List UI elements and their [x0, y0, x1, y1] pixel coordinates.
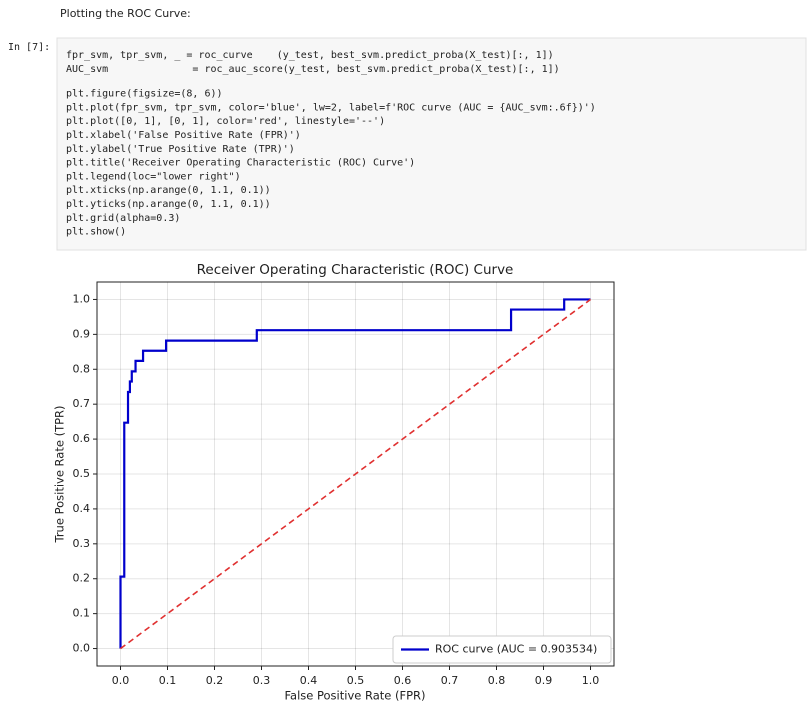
code-line: plt.xticks(np.arange(0, 1.1, 0.1)) [66, 185, 271, 196]
x-tick-label: 0.2 [206, 674, 224, 687]
code-line: fpr_svm, tpr_svm, _ = roc_curve (y_test,… [66, 50, 554, 61]
y-tick-label: 0.9 [73, 327, 91, 340]
x-tick-label: 1.0 [582, 674, 600, 687]
y-tick-label: 0.3 [73, 537, 91, 550]
x-axis-label: False Positive Rate (FPR) [284, 689, 425, 703]
code-line: plt.xlabel('False Positive Rate (FPR)') [66, 130, 301, 141]
y-tick-label: 0.4 [73, 502, 91, 515]
y-tick-label: 0.6 [73, 432, 91, 445]
code-line: AUC_svm = roc_auc_score(y_test, best_svm… [66, 64, 560, 75]
y-tick-label: 1.0 [73, 292, 91, 305]
code-line: plt.grid(alpha=0.3) [66, 213, 180, 224]
markdown-text: Plotting the ROC Curve: [60, 7, 191, 20]
y-axis-label: True Positive Rate (TPR) [53, 405, 67, 543]
legend-label: ROC curve (AUC = 0.903534) [435, 643, 597, 656]
code-line: plt.plot([0, 1], [0, 1], color='red', li… [66, 116, 385, 127]
code-line: plt.show() [66, 227, 126, 238]
code-line: plt.legend(loc="lower right") [66, 171, 241, 182]
series-line [119, 298, 591, 649]
y-tick-label: 0.8 [73, 362, 91, 375]
x-tick-label: 0.9 [535, 674, 553, 687]
series-line [120, 298, 591, 650]
y-tick-label: 0.1 [73, 607, 91, 620]
x-tick-label: 0.7 [441, 674, 459, 687]
code-line: plt.title('Receiver Operating Characteri… [66, 158, 415, 169]
y-tick-label: 0.2 [73, 572, 91, 585]
code-line: plt.figure(figsize=(8, 6)) [66, 89, 223, 100]
x-tick-label: 0.4 [300, 674, 318, 687]
code-line: plt.plot(fpr_svm, tpr_svm, color='blue',… [66, 102, 596, 113]
code-line: plt.yticks(np.arange(0, 1.1, 0.1)) [66, 199, 271, 210]
x-tick-label: 0.6 [394, 674, 412, 687]
y-tick-label: 0.7 [73, 397, 91, 410]
x-tick-label: 0.3 [253, 674, 271, 687]
x-tick-label: 0.5 [347, 674, 365, 687]
y-tick-label: 0.0 [73, 642, 91, 655]
y-tick-label: 0.5 [73, 467, 91, 480]
x-tick-label: 0.0 [112, 674, 130, 687]
code-cell[interactable] [56, 37, 807, 251]
x-tick-label: 0.8 [488, 674, 506, 687]
x-tick-label: 0.1 [159, 674, 177, 687]
legend-box [392, 635, 612, 664]
chart-title: Receiver Operating Characteristic (ROC) … [197, 262, 514, 278]
cell-prompt: In [7]: [8, 42, 50, 53]
code-line: plt.ylabel('True Positive Rate (TPR)') [66, 144, 295, 155]
